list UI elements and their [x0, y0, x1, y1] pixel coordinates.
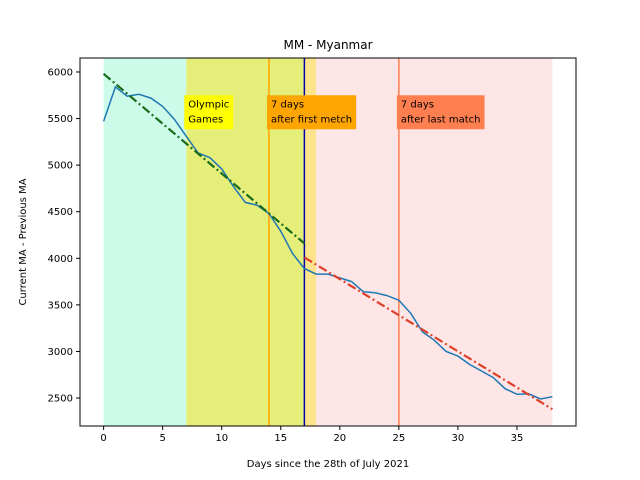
x-tick-label: 5 — [159, 433, 165, 444]
region-0 — [103, 58, 187, 426]
annotation-line: after first metch — [271, 114, 352, 125]
y-tick-label: 5000 — [48, 161, 73, 172]
annotation-box — [184, 95, 234, 130]
trend-line-1 — [102, 72, 306, 245]
x-axis-ticks: 0 5 10 15 20 25 30 35 — [100, 426, 523, 444]
series-group — [102, 72, 553, 411]
trend-line-2 — [303, 256, 553, 411]
x-axis-label: Days since the 28th of July 2021 — [247, 459, 409, 470]
annotation-1: 7 days after first metch — [266, 95, 357, 130]
annotation-line: 7 days — [401, 99, 434, 110]
annotation-0: Olympic Games — [184, 95, 234, 130]
annotation-line: Games — [188, 114, 223, 125]
annotation-box — [266, 95, 357, 130]
annotation-line: after last match — [401, 114, 481, 125]
y-tick-label: 4000 — [48, 254, 73, 265]
x-tick-label: 0 — [100, 433, 106, 444]
x-tick-label: 35 — [511, 433, 524, 444]
y-tick-label: 2500 — [48, 394, 73, 405]
plot-frame — [79, 57, 577, 427]
annotation-text: Olympic Games — [188, 99, 229, 125]
annotation-2: 7 days after last match — [396, 95, 485, 130]
y-tick-label: 5500 — [48, 114, 73, 125]
x-tick-label: 10 — [215, 433, 228, 444]
annotation-text: 7 days after first metch — [271, 99, 352, 125]
annotation-line: Olympic — [188, 99, 229, 110]
y-axis-ticks: 2500 3000 3500 4000 4500 5000 5500 6000 — [48, 67, 80, 405]
y-tick-label: 3500 — [48, 300, 73, 311]
x-tick-label: 20 — [333, 433, 346, 444]
x-tick-label: 30 — [452, 433, 465, 444]
y-tick-label: 6000 — [48, 67, 73, 78]
y-tick-label: 4500 — [48, 207, 73, 218]
x-tick-label: 15 — [274, 433, 287, 444]
annotation-text: 7 days after last match — [401, 99, 481, 125]
region-2 — [304, 58, 317, 426]
chart-title: MM - Myanmar — [283, 38, 372, 52]
y-axis-label: Current MA - Previous MA — [18, 178, 29, 305]
data-line — [102, 85, 553, 400]
annotation-line: 7 days — [271, 99, 304, 110]
y-tick-label: 3000 — [48, 347, 73, 358]
x-tick-label: 25 — [392, 433, 405, 444]
annotation-box — [396, 95, 485, 130]
